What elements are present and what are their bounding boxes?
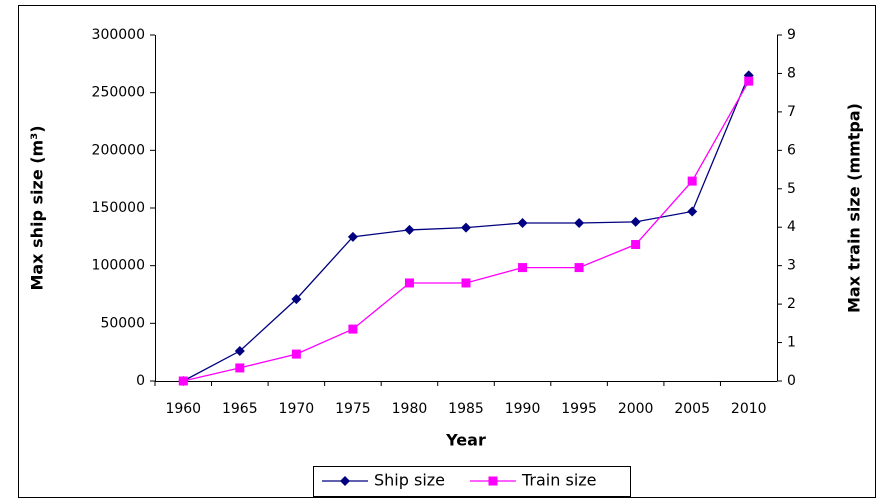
data-point <box>291 294 302 305</box>
data-point <box>518 263 528 273</box>
x-tick-label: 2010 <box>731 401 767 417</box>
x-tick-label: 1960 <box>165 401 201 417</box>
y-tick-label: 300000 <box>92 27 145 43</box>
legend-label: Ship size <box>374 471 445 490</box>
y-axis-label: Max ship size (m³) <box>28 125 47 290</box>
y2-tick-label: 7 <box>787 104 796 120</box>
y2-tick-label: 1 <box>787 335 796 351</box>
data-point <box>348 324 358 334</box>
data-point <box>235 363 245 373</box>
y-tick-label: 50000 <box>100 315 145 331</box>
y-tick-label: 100000 <box>92 258 145 274</box>
y2-axis-label: Max train size (mmtpa) <box>845 103 864 313</box>
x-tick-label: 1990 <box>505 401 541 417</box>
data-point <box>687 176 697 186</box>
data-point <box>461 278 471 288</box>
data-point <box>234 346 245 357</box>
data-point <box>687 206 698 217</box>
data-point <box>461 222 471 233</box>
y2-tick-label: 5 <box>787 181 796 197</box>
data-point <box>630 216 641 227</box>
data-point <box>178 376 188 386</box>
legend-marker <box>340 476 350 486</box>
y2-tick-label: 3 <box>787 258 796 274</box>
data-point <box>744 76 754 86</box>
data-point <box>347 231 358 242</box>
y-tick-label: 250000 <box>92 85 145 101</box>
data-point <box>517 217 528 228</box>
x-axis-label: Year <box>445 431 486 450</box>
y2-tick-label: 2 <box>787 296 796 312</box>
x-tick-label: 1965 <box>222 401 258 417</box>
data-point <box>291 349 301 359</box>
x-tick-label: 2005 <box>674 401 710 417</box>
frame <box>18 5 876 498</box>
x-tick-label: 1975 <box>335 401 371 417</box>
x-tick-label: 1985 <box>448 401 484 417</box>
y2-tick-label: 6 <box>787 142 796 158</box>
data-point <box>574 217 585 228</box>
x-tick-label: 1980 <box>392 401 428 417</box>
x-tick-label: 1970 <box>279 401 315 417</box>
y2-tick-label: 0 <box>787 373 796 389</box>
y2-tick-label: 4 <box>787 219 796 235</box>
legend-marker <box>488 476 498 486</box>
x-tick-label: 1995 <box>561 401 597 417</box>
y-tick-label: 150000 <box>92 200 145 216</box>
y2-tick-label: 9 <box>787 27 796 43</box>
data-point <box>574 263 584 273</box>
data-point <box>631 240 641 250</box>
y2-tick-label: 8 <box>787 65 796 81</box>
legend-label: Train size <box>521 471 597 490</box>
x-tick-label: 2000 <box>618 401 654 417</box>
data-point <box>404 224 415 235</box>
data-point <box>404 278 414 288</box>
y-tick-label: 200000 <box>92 142 145 158</box>
y-tick-label: 0 <box>136 373 145 389</box>
